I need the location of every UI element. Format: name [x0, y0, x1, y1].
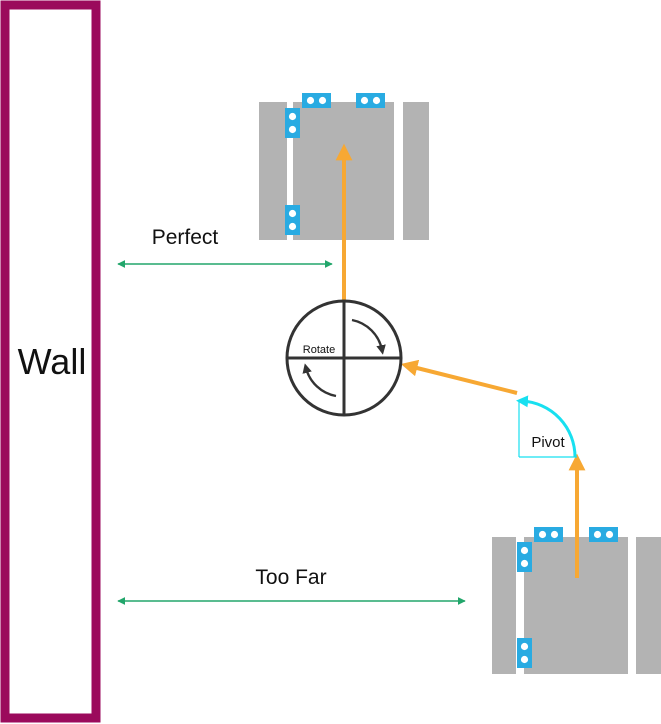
pivot: Pivot: [516, 395, 577, 458]
robot-perfect-left-track: [259, 102, 287, 240]
wall: Wall: [0, 0, 101, 723]
sensor-top-side-front: [285, 108, 300, 138]
sensor-top-side-rear: [285, 205, 300, 235]
sensor-top-front-right: [356, 93, 385, 108]
distance-too-far: Too Far: [117, 566, 466, 605]
robot-too-far-left-track: [492, 537, 516, 674]
wall-outline: [0, 0, 101, 723]
sensor-top-front-left: [302, 93, 331, 108]
path-diagonal-arrow: [400, 359, 518, 395]
sensor-bottom-front-left: [534, 527, 563, 542]
sensor-bottom-side-rear: [517, 638, 532, 668]
wall-label: Wall: [18, 341, 87, 382]
sensor-bottom-side-front: [517, 542, 532, 572]
path: [335, 143, 586, 578]
robot-perfect-right-track: [403, 102, 429, 240]
pivot-arc-arrow: [516, 395, 577, 458]
robot-too-far-right-track: [636, 537, 661, 674]
perfect-label: Perfect: [152, 226, 219, 249]
pivot-label: Pivot: [531, 434, 565, 451]
rotate-label: Rotate: [303, 344, 335, 356]
rotate-arrow-clockwise-icon: [351, 318, 386, 355]
too-far-label: Too Far: [255, 566, 326, 589]
sensor-bottom-front-right: [589, 527, 618, 542]
rotate-arrow-counterclockwise-icon: [302, 363, 337, 398]
rotate: Rotate: [285, 299, 403, 417]
distance-perfect: Perfect: [117, 226, 333, 268]
